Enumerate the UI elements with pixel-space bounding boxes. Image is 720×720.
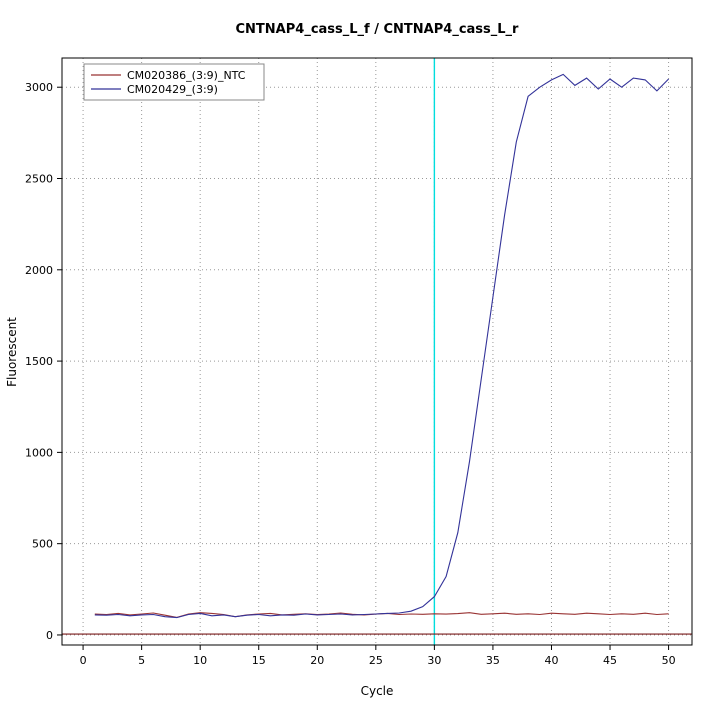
x-tick-label: 25: [369, 654, 383, 667]
x-tick-label: 5: [138, 654, 145, 667]
x-axis-label: Cycle: [360, 684, 394, 698]
x-tick-label: 35: [486, 654, 500, 667]
y-tick-label: 3000: [25, 81, 53, 94]
x-tick-label: 10: [193, 654, 207, 667]
x-tick-label: 0: [80, 654, 87, 667]
y-tick-label: 500: [32, 538, 53, 551]
y-tick-label: 2000: [25, 264, 53, 277]
legend-item-label: CM020386_(3:9)_NTC: [127, 69, 246, 82]
x-tick-label: 30: [427, 654, 441, 667]
legend-box: [83, 63, 265, 101]
y-tick-label: 0: [46, 629, 53, 642]
y-tick-label: 1000: [25, 446, 53, 459]
series-line-1: [94, 73, 669, 619]
y-tick-label: 1500: [25, 355, 53, 368]
x-tick-label: 40: [544, 654, 558, 667]
y-tick-label: 2500: [25, 173, 53, 186]
legend-item-label: CM020429_(3:9): [127, 83, 218, 96]
x-tick-label: 50: [662, 654, 676, 667]
x-tick-label: 20: [310, 654, 324, 667]
x-tick-label: 45: [603, 654, 617, 667]
x-tick-label: 15: [252, 654, 266, 667]
plot-border: [61, 57, 693, 646]
chart-title: CNTNAP4_cass_L_f / CNTNAP4_cass_L_r: [235, 22, 519, 37]
